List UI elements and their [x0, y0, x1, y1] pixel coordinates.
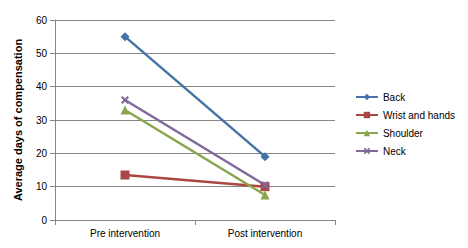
svg-text:20: 20 [36, 148, 48, 159]
svg-text:30: 30 [36, 115, 48, 126]
svg-text:Neck: Neck [383, 146, 407, 157]
svg-text:Shoulder: Shoulder [383, 128, 424, 139]
svg-text:50: 50 [36, 48, 48, 59]
svg-text:Wrist and hands: Wrist and hands [383, 110, 455, 121]
svg-text:Post intervention: Post intervention [228, 228, 303, 239]
svg-text:Average days of compensation: Average days of compensation [12, 39, 24, 201]
svg-text:0: 0 [41, 215, 47, 226]
svg-text:10: 10 [36, 181, 48, 192]
svg-text:Back: Back [383, 92, 406, 103]
svg-text:40: 40 [36, 81, 48, 92]
svg-text:Pre intervention: Pre intervention [90, 228, 160, 239]
svg-text:60: 60 [36, 15, 48, 26]
